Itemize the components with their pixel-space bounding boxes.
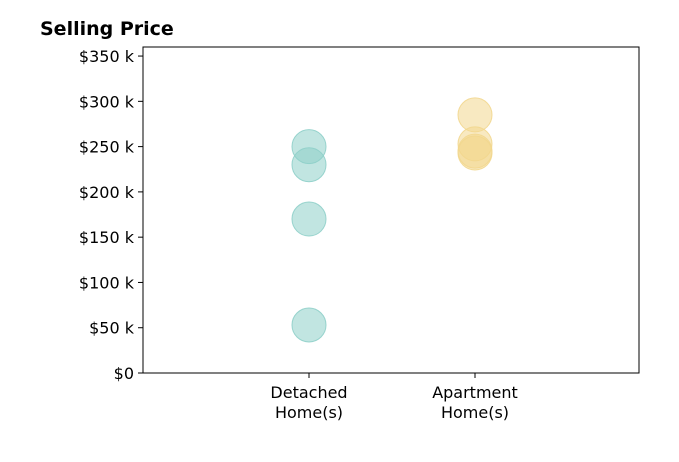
data-point [291, 201, 327, 237]
y-tick-label: $0 [114, 364, 134, 383]
y-tick-label: $200 k [79, 183, 135, 202]
x-tick-label: Home(s) [275, 403, 343, 422]
y-tick-label: $250 k [79, 138, 135, 157]
y-tick-label: $350 k [79, 47, 135, 66]
y-tick-label: $50 k [89, 319, 135, 338]
plot-area: $0 $50 k $100 k $150 k $200 k $250 k $300 k $35… [79, 46, 640, 422]
x-tick-label: Detached [270, 383, 347, 402]
x-tick-label: Home(s) [441, 403, 509, 422]
data-point [291, 147, 327, 183]
y-tick-label: $150 k [79, 228, 135, 247]
y-tick-label: $100 k [79, 273, 135, 292]
data-point [457, 135, 493, 171]
plot-frame [142, 46, 640, 374]
chart-title: Selling Price [40, 18, 174, 40]
data-point [291, 307, 327, 343]
x-tick-label: Apartment [432, 383, 518, 402]
y-tick-label: $300 k [79, 92, 135, 111]
